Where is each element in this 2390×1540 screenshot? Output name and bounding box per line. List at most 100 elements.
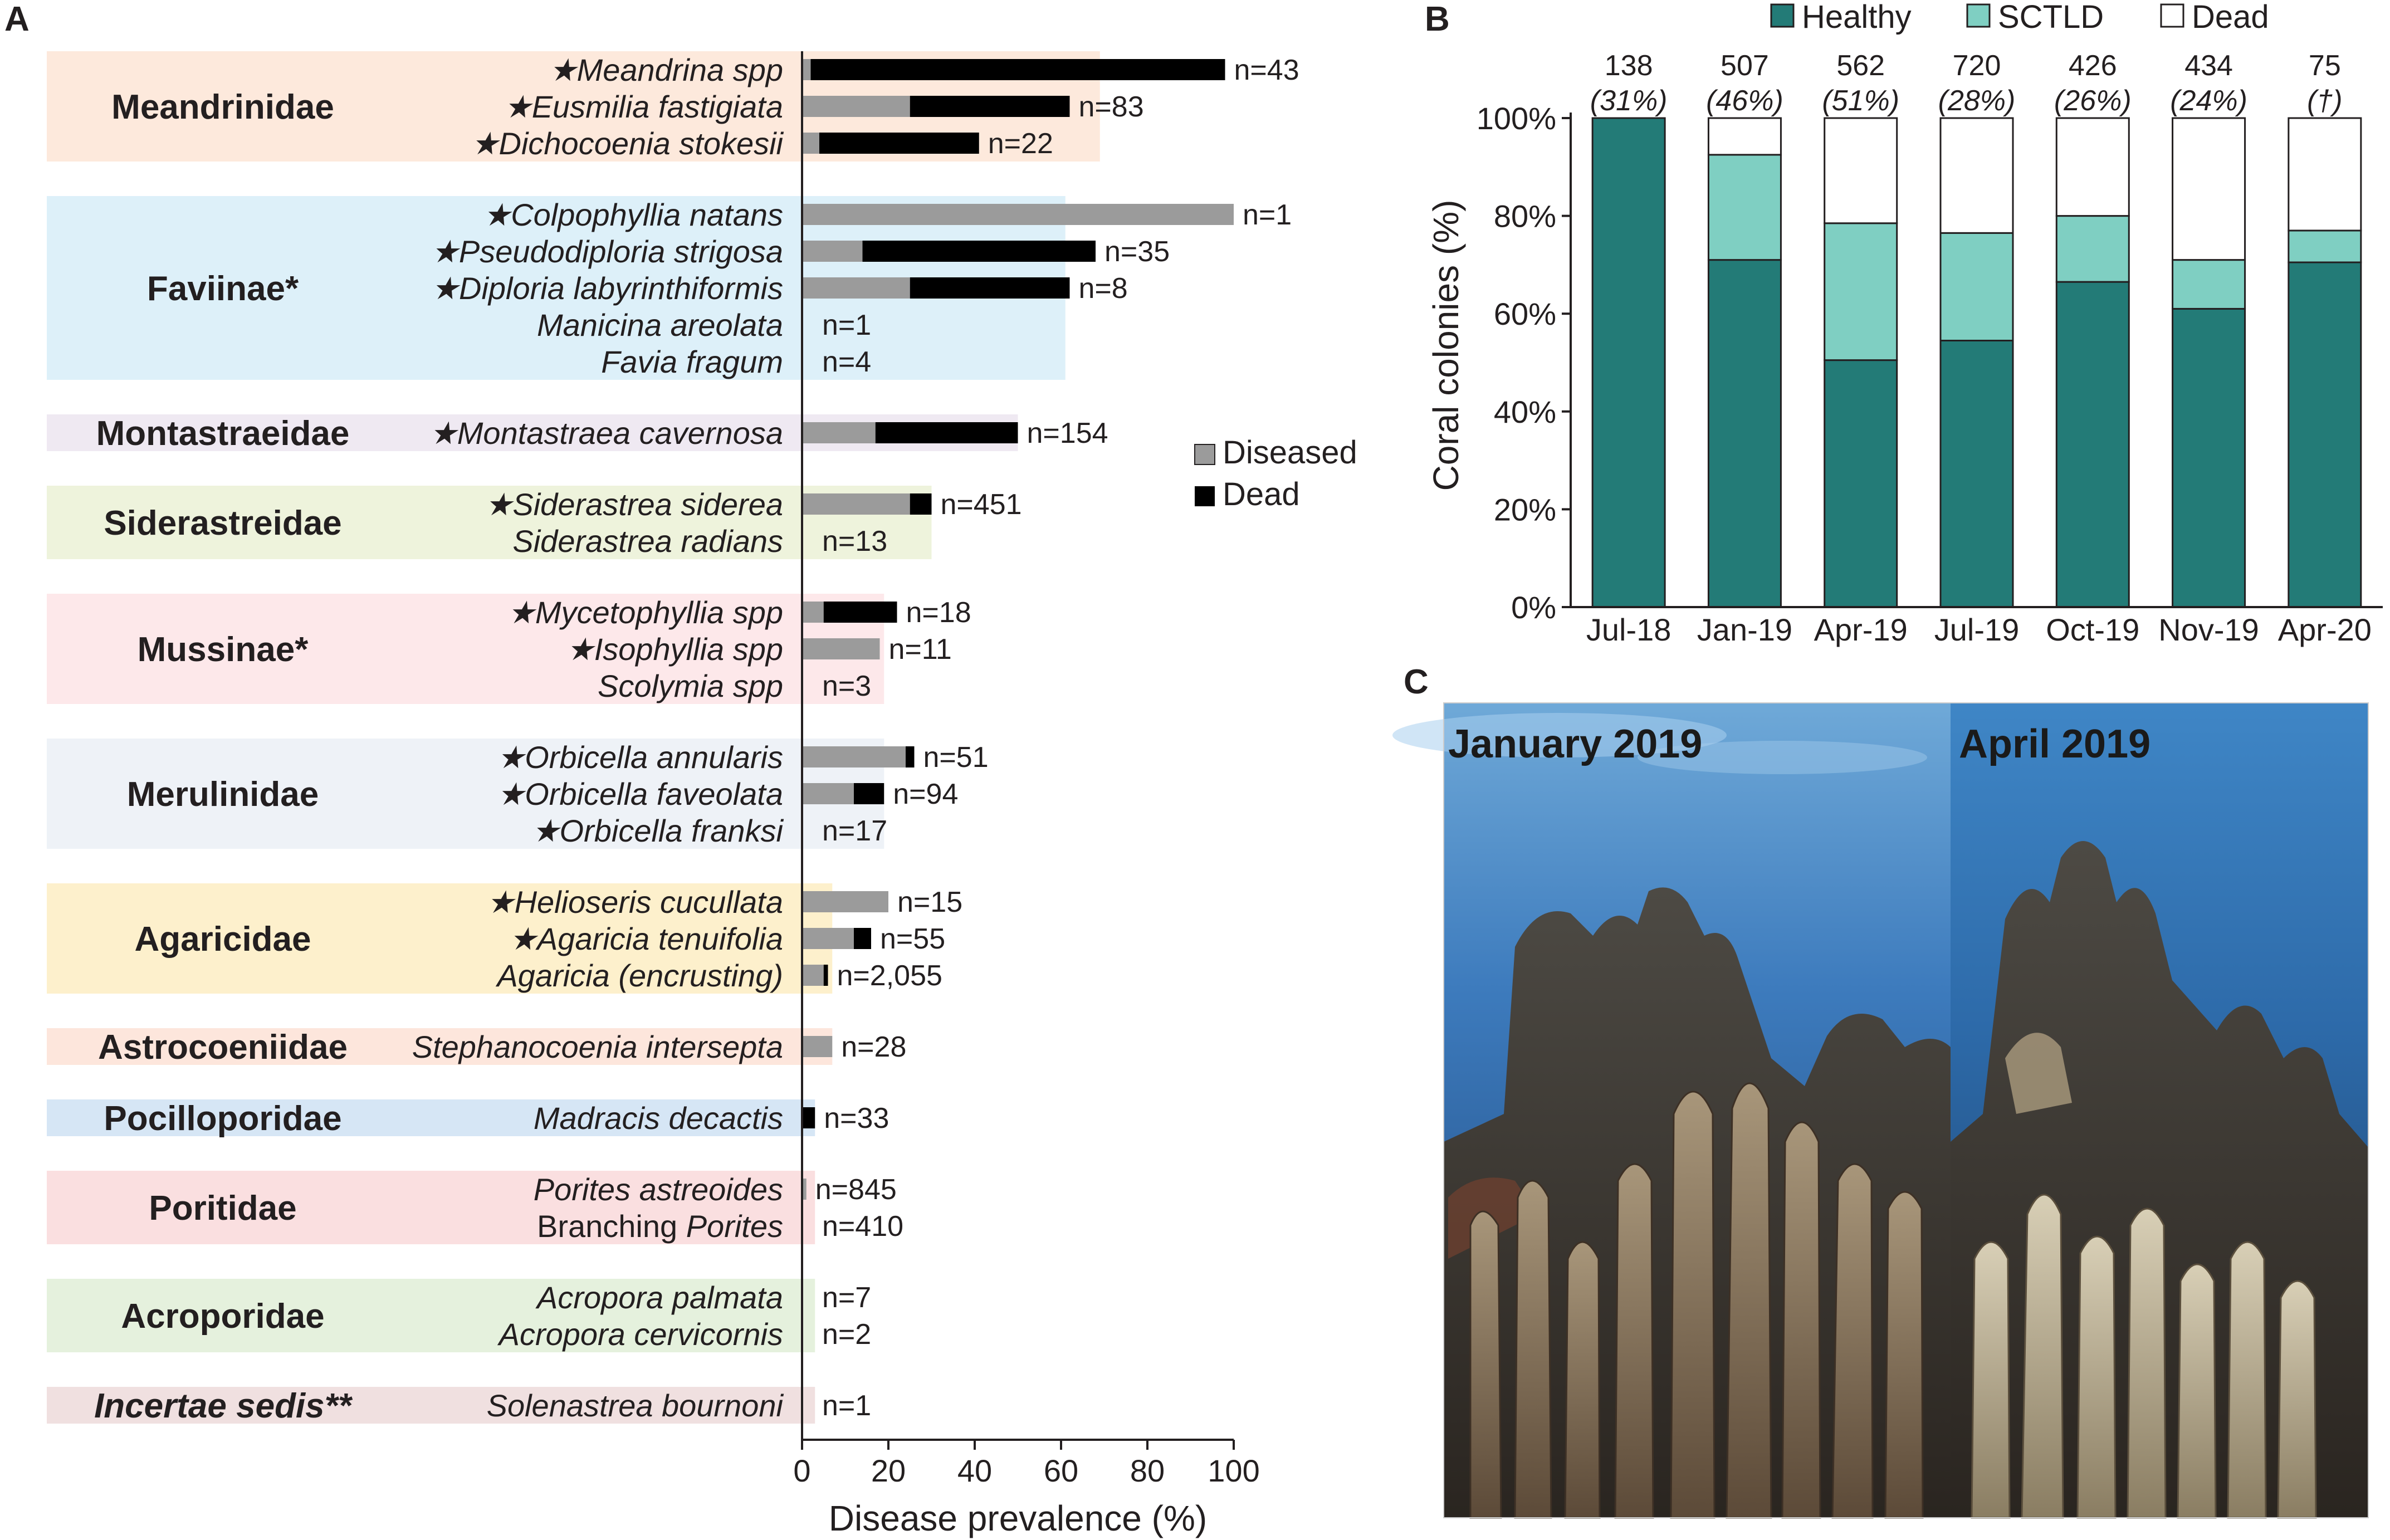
panel-a-x-tick-label: 60 [1044, 1453, 1078, 1488]
bar-dead-nov-19 [2172, 117, 2246, 261]
panel-a-x-tick-label: 0 [793, 1453, 810, 1488]
bar-healthy-apr-19 [1824, 359, 1898, 608]
n-label-porites-astreoides: n=845 [815, 1174, 897, 1206]
family-band-mussinae [47, 594, 884, 704]
bar-healthy-apr-20 [2288, 261, 2362, 608]
family-label-pocilloporidae: Pocilloporidae [104, 1099, 341, 1138]
panel-a-legend: Diseased Dead [1194, 434, 1357, 512]
top-count-apr-19: 562 [1836, 50, 1885, 82]
species-label-scolymia-spp: Scolymia spp [598, 668, 783, 703]
family-label-incertae-sedis: Incertae sedis** [94, 1387, 353, 1425]
n-label-orbicella-faveolata: n=94 [893, 778, 958, 810]
species-label-helioseris-cucullata: ★Helioseris cucullata [486, 884, 783, 920]
species-label-branching-porites: Branching Porites [537, 1209, 783, 1244]
panel-b-x-tick-label-oct-19: Oct-19 [2046, 612, 2139, 647]
family-band-siderastreidae [47, 486, 932, 559]
bar-healthy-jul-19 [1939, 339, 2014, 608]
bar-diseased-eusmilia-fastigiata [802, 96, 910, 117]
n-label-stephanocoenia-intersepta: n=28 [841, 1031, 906, 1063]
top-percent-jan-19: (46%) [1706, 85, 1783, 117]
bar-sctld-apr-19 [1824, 222, 1898, 361]
bar-dead-orbicella-faveolata [854, 783, 884, 804]
species-label-pseudodiploria-strigosa: ★Pseudodiploria strigosa [431, 234, 783, 269]
species-label-montastraea-cavernosa: ★Montastraea cavernosa [429, 415, 783, 451]
panel-b-x-tick-label-jul-18: Jul-18 [1586, 612, 1671, 647]
bar-diseased-orbicella-faveolata [802, 783, 854, 804]
panel-b-y-tick-label: 40% [1494, 394, 1556, 429]
legend-diseased-swatch [1194, 444, 1215, 465]
species-label-eusmilia-fastigiata: ★Eusmilia fastigiata [504, 89, 783, 124]
panel-b-x-tick-label-jul-19: Jul-19 [1934, 612, 2020, 647]
species-label-colpophyllia-natans: ★Colpophyllia natans [483, 197, 783, 232]
species-label-agaricia-encrusting: Agaricia (encrusting) [495, 958, 783, 993]
species-label-acropora-cervicornis: Acropora cervicornis [497, 1317, 783, 1352]
family-label-agaricidae: Agaricidae [134, 920, 311, 959]
n-label-helioseris-cucullata: n=15 [897, 886, 962, 918]
top-count-jul-19: 720 [1953, 50, 2001, 82]
family-band-acroporidae [47, 1279, 815, 1352]
panel-b-legend: Healthy SCTLD Dead [1770, 0, 2269, 35]
panel-a-letter: A [4, 0, 30, 38]
bar-dead-madracis-decactis [802, 1107, 815, 1128]
n-label-acropora-cervicornis: n=2 [822, 1318, 871, 1351]
bar-diseased-siderastrea-siderea [802, 493, 910, 515]
bar-dead-apr-19 [1824, 117, 1898, 224]
n-label-agaricia-tenuifolia: n=55 [880, 923, 945, 955]
bar-dead-siderastrea-siderea [910, 493, 932, 515]
n-label-colpophyllia-natans: n=1 [1243, 199, 1292, 231]
panel-a-x-axis-title: Disease prevalence (%) [829, 1498, 1207, 1538]
panel-b-chart: Healthy SCTLD Dead 138(31%) 507(46%) 562(5… [1426, 0, 2383, 647]
species-label-diploria-labyrinthiformis: ★Diploria labyrinthiformis [431, 271, 783, 306]
species-label-orbicella-franksi: ★Orbicella franksi [531, 813, 784, 848]
n-label-siderastrea-radians: n=13 [822, 525, 887, 558]
species-label-isophyllia-spp: ★Isophyllia spp [566, 632, 783, 667]
top-percent-jul-18: (31%) [1590, 85, 1668, 117]
legend-dead-swatch [1195, 486, 1215, 506]
bar-diseased-mycetophyllia-spp [802, 602, 824, 623]
legend-healthy-swatch [1770, 3, 1795, 28]
species-label-stephanocoenia-intersepta: Stephanocoenia intersepta [412, 1029, 783, 1064]
family-label-poritidae: Poritidae [149, 1189, 296, 1228]
bar-dead-eusmilia-fastigiata [910, 96, 1070, 117]
panel-b-letter: B [1425, 0, 1450, 38]
n-label-meandrina-spp: n=43 [1234, 54, 1299, 86]
bar-diseased-diploria-labyrinthiformis [802, 277, 910, 299]
bar-dead-diploria-labyrinthiformis [910, 277, 1070, 299]
bar-dead-dichocoenia-stokesii [819, 133, 979, 154]
family-label-astrocoeniidae: Astrocoeniidae [98, 1028, 348, 1067]
panel-c-photos: January 2019 April 2019 [1392, 702, 2369, 1519]
family-label-meandrinidae: Meandrinidae [111, 88, 334, 126]
species-label-manicina-areolata: Manicina areolata [537, 307, 783, 343]
bar-diseased-dichocoenia-stokesii [802, 133, 819, 154]
bar-dead-orbicella-annularis [906, 746, 915, 767]
photo-april-2019 [1951, 703, 2368, 1519]
species-label-solenastrea-bournoni: Solenastrea bournoni [487, 1388, 784, 1423]
n-label-diploria-labyrinthiformis: n=8 [1079, 272, 1128, 305]
n-label-mycetophyllia-spp: n=18 [906, 597, 971, 629]
bar-dead-pseudodiploria-strigosa [862, 241, 1096, 262]
legend-dead-label: Dead [1223, 476, 1300, 512]
bar-dead-jan-19 [1707, 117, 1782, 156]
panel-b-x-tick-label-nov-19: Nov-19 [2158, 612, 2259, 647]
species-label-favia-fragum: Favia fragum [601, 344, 783, 379]
bar-diseased-meandrina-spp [802, 59, 811, 80]
legend-dead-b-label: Dead [2192, 0, 2269, 35]
photo-label-april: April 2019 [1959, 722, 2150, 766]
n-label-solenastrea-bournoni: n=1 [822, 1390, 871, 1422]
panel-b-x-tick-label-apr-19: Apr-19 [1814, 612, 1908, 647]
family-band-astrocoeniidae [47, 1028, 833, 1065]
top-percent-nov-19: (24%) [2170, 85, 2247, 117]
panel-c-letter: C [1404, 663, 1429, 701]
legend-dead-b-swatch [2160, 3, 2184, 28]
bar-dead-jul-19 [1939, 117, 2014, 234]
n-label-orbicella-franksi: n=17 [822, 815, 887, 847]
legend-sctld-label: SCTLD [1998, 0, 2104, 35]
species-label-siderastrea-radians: Siderastrea radians [512, 524, 783, 559]
top-count-jul-18: 138 [1605, 50, 1653, 82]
panel-a-x-tick-label: 80 [1130, 1453, 1165, 1488]
bar-diseased-porites-astreoides [802, 1179, 807, 1200]
family-band-poritidae [47, 1171, 815, 1244]
bar-healthy-oct-19 [2055, 281, 2130, 608]
legend-healthy-label: Healthy [1802, 0, 1912, 35]
n-label-pseudodiploria-strigosa: n=35 [1104, 236, 1170, 268]
